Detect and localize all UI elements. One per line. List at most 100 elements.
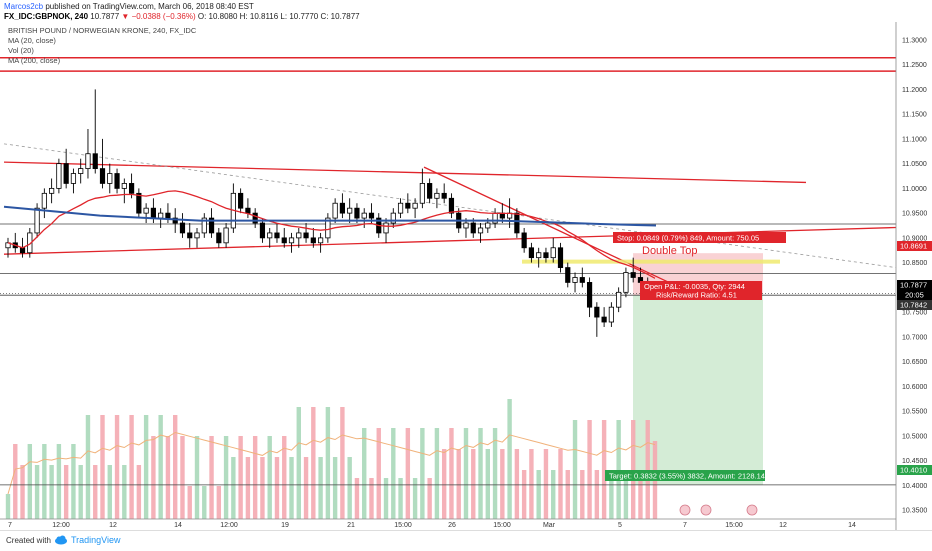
volume-bar xyxy=(78,465,83,519)
candle-body xyxy=(107,173,113,184)
tradingview-brand[interactable]: TradingView xyxy=(71,535,121,545)
time-tick-label: 14 xyxy=(848,522,856,529)
price-tick-label: 10.9000 xyxy=(902,235,927,242)
volume-bar xyxy=(391,428,396,519)
price-tick-label: 10.3500 xyxy=(902,508,927,515)
candle-body xyxy=(49,187,55,194)
candle-body xyxy=(85,153,91,169)
price-chart[interactable]: BRITISH POUND / NORWEGIAN KRONE, 240, FX… xyxy=(0,22,932,530)
volume-bar xyxy=(529,449,534,519)
candle-body xyxy=(528,247,535,259)
volume-bar xyxy=(296,407,301,519)
event-icon-3[interactable] xyxy=(746,504,758,516)
volume-bar xyxy=(165,436,171,519)
event-icon-1[interactable] xyxy=(679,504,691,516)
volume-bar xyxy=(173,415,178,519)
volume-bar xyxy=(441,449,447,519)
volume-bar xyxy=(107,465,112,519)
candle-body xyxy=(565,267,571,283)
time-tick-label: 12:00 xyxy=(52,522,70,529)
trend-lines xyxy=(0,70,897,293)
legend-ma20: MA (20, close) xyxy=(8,36,56,45)
price-tick-label: 10.7000 xyxy=(902,334,927,341)
time-tick-label: 15:00 xyxy=(394,522,412,529)
candle-body xyxy=(586,282,593,308)
volume-bar xyxy=(311,407,316,519)
double-top-highlight xyxy=(522,259,780,264)
candle-body xyxy=(245,207,251,214)
volume-bar xyxy=(194,436,200,519)
volume-bar xyxy=(449,428,454,519)
symbol-name: FX_IDC:GBPNOK, 240 xyxy=(4,12,89,21)
volume-bar xyxy=(114,415,120,519)
volume-bar xyxy=(332,457,338,519)
open-pnl-box[interactable] xyxy=(640,281,762,300)
volume-bar xyxy=(20,465,25,519)
candle-body xyxy=(390,212,396,224)
candle-body xyxy=(92,153,98,169)
volume-bar xyxy=(231,457,236,519)
candle-body xyxy=(310,237,316,244)
volume-bar xyxy=(223,436,229,519)
volume-bar xyxy=(209,436,214,519)
candle-body xyxy=(150,207,156,219)
volume-bar xyxy=(260,457,265,519)
candle-body xyxy=(281,237,287,244)
time-tick-label: 7 xyxy=(8,522,12,529)
time-tick-label: 12 xyxy=(779,522,787,529)
price-tick-label: 11.0500 xyxy=(902,161,927,168)
volume-bar xyxy=(369,478,374,519)
candle-body xyxy=(616,291,622,308)
volume-bar xyxy=(638,470,643,519)
price-tick-label: 11.0000 xyxy=(902,186,927,193)
candle-body xyxy=(19,247,26,254)
candle-body xyxy=(361,212,367,219)
volume-bar xyxy=(572,420,578,519)
candle-body xyxy=(332,202,338,219)
legend-vol: Vol (20) xyxy=(8,46,34,55)
volume-bar xyxy=(216,486,222,519)
candle-body xyxy=(187,232,193,239)
volume-bar xyxy=(238,436,243,519)
volume-bar xyxy=(623,470,629,519)
volume-bar xyxy=(245,457,251,519)
candle-body xyxy=(463,222,469,229)
author-link[interactable]: Marcos2cb xyxy=(4,2,44,11)
candle-body xyxy=(303,232,309,239)
target-box[interactable] xyxy=(605,470,765,481)
time-tick-label: 12 xyxy=(109,522,117,529)
volume-bar xyxy=(347,457,352,519)
volume-bar xyxy=(143,415,149,519)
countdown-text: 20:05 xyxy=(905,291,924,300)
volume-bar xyxy=(580,470,585,519)
moving-averages xyxy=(3,190,657,279)
candle-body xyxy=(383,222,389,234)
target-label: Target: 0.3832 (3.55%) 3832, Amount: 212… xyxy=(609,472,765,481)
time-axis[interactable]: 7 12:00 12 14 12:00 19 21 15:00 26 15:00 Mar 5 7 15:0… xyxy=(0,518,896,529)
volume-bar xyxy=(340,407,345,519)
candle-body xyxy=(128,183,135,194)
stop-price-text: 10.8691 xyxy=(900,242,927,251)
candle-body xyxy=(412,202,418,209)
volume-bar xyxy=(434,428,440,519)
candle-body xyxy=(623,272,629,293)
candle-body xyxy=(339,202,346,214)
volume-bar xyxy=(601,420,607,519)
volume-bar xyxy=(13,444,18,519)
candle-body xyxy=(201,217,207,234)
volume-bar xyxy=(100,415,105,519)
volume-bar xyxy=(500,449,505,519)
volume-bar xyxy=(274,457,280,519)
volume-bar xyxy=(521,470,527,519)
stop-box[interactable] xyxy=(613,232,786,243)
candle-body xyxy=(572,277,578,283)
volume-bar xyxy=(485,449,490,519)
time-tick-label: 12:00 xyxy=(220,522,238,529)
time-tick-label: Mar xyxy=(543,522,556,529)
volume-bar xyxy=(325,407,331,519)
candle-body xyxy=(194,232,200,239)
open-pnl-label: Open P&L: -0.0035, Qty: 2944 xyxy=(644,282,745,291)
event-icon-2[interactable] xyxy=(700,504,712,516)
price-axis[interactable]: 11.3000 11.2500 11.2000 11.1500 11.1000 11.05… xyxy=(895,22,927,530)
candle-body xyxy=(252,212,258,224)
